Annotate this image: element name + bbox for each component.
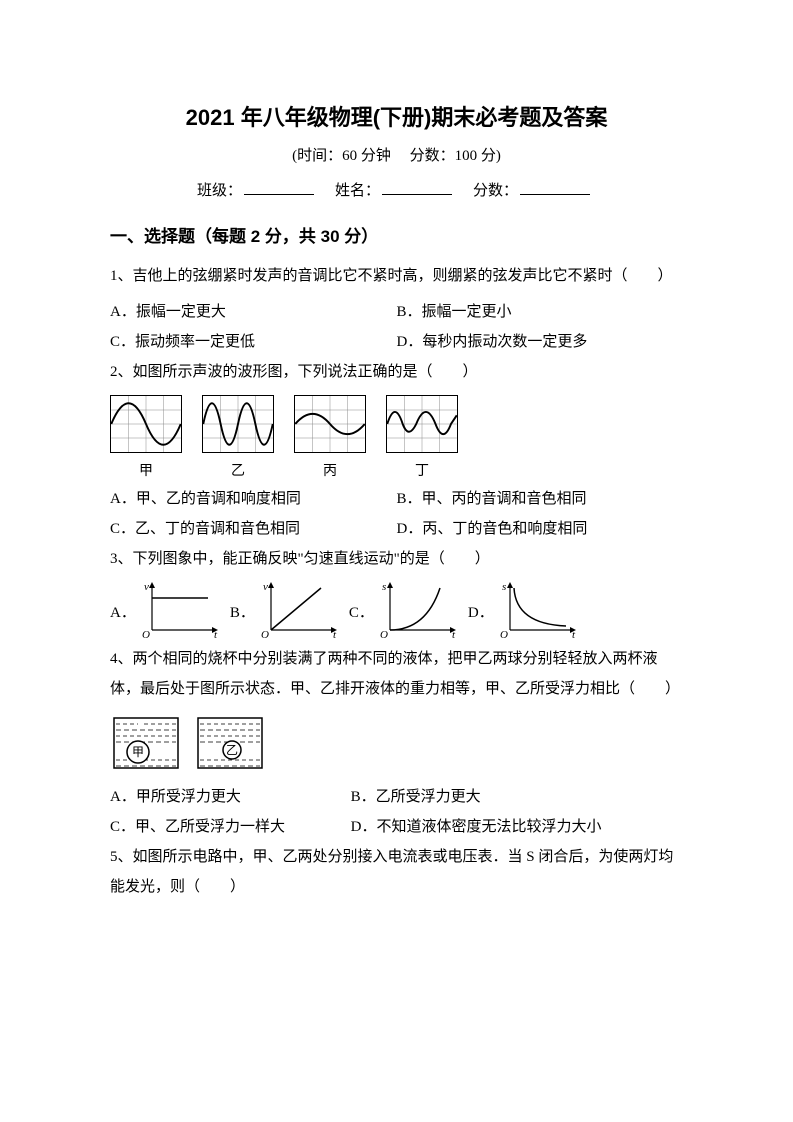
- q3-opt-a: A．: [110, 601, 136, 640]
- waveform-a-svg: [110, 395, 182, 453]
- q4-opt-c: C．甲、乙所受浮力一样大: [110, 812, 351, 842]
- page-title: 2021 年八年级物理(下册)期末必考题及答案: [110, 100, 683, 132]
- section-1-header: 一、选择题（每题 2 分，共 30 分）: [110, 222, 683, 247]
- waveform-c-svg: [294, 395, 366, 453]
- question-2: 2、如图所示声波的波形图，下列说法正确的是（ ）: [110, 357, 683, 387]
- waveform-a: 甲: [110, 395, 182, 480]
- q4-opt-a: A．甲所受浮力更大: [110, 782, 351, 812]
- q3-opt-c: C．: [349, 601, 374, 640]
- q4-opt-d: D．不知道液体密度无法比较浮力大小: [351, 812, 683, 842]
- waveform-c-label: 丙: [294, 460, 366, 480]
- q2-opt-a: A．甲、乙的音调和响度相同: [110, 484, 397, 514]
- q3-graph-row: A． v O t B． v O t C． s: [110, 580, 683, 640]
- q1-opt-d: D．每秒内振动次数一定更多: [397, 327, 684, 357]
- graph-d-svg: s O t: [498, 580, 580, 640]
- beaker-a-svg: 甲: [110, 714, 182, 772]
- q3-item-b: B． v O t: [230, 580, 341, 640]
- q2-options-row1: A．甲、乙的音调和响度相同 B．甲、丙的音调和音色相同: [110, 484, 683, 514]
- svg-text:v: v: [144, 581, 149, 593]
- score-info: 分数：100 分): [410, 148, 501, 164]
- class-label: 班级：: [197, 183, 242, 199]
- waveform-d: 丁: [386, 395, 458, 480]
- score-label: 分数：: [473, 183, 518, 199]
- waveform-d-svg: [386, 395, 458, 453]
- waveform-d-label: 丁: [386, 460, 458, 480]
- svg-text:O: O: [380, 629, 388, 640]
- graph-a-svg: v O t: [140, 580, 222, 640]
- question-4: 4、两个相同的烧杯中分别装满了两种不同的液体，把甲乙两球分别轻轻放入两杯液体，最…: [110, 644, 683, 704]
- q2-opt-d: D．丙、丁的音色和响度相同: [397, 514, 684, 544]
- q1-opt-c: C．振动频率一定更低: [110, 327, 397, 357]
- q3-item-c: C． s O t: [349, 580, 460, 640]
- svg-text:O: O: [261, 629, 269, 640]
- beaker-b-svg: 乙: [194, 714, 266, 772]
- waveform-b-svg: [202, 395, 274, 453]
- q4-options-row1: A．甲所受浮力更大 B．乙所受浮力更大: [110, 782, 683, 812]
- q3-opt-b: B．: [230, 601, 255, 640]
- q1-options-row2: C．振动频率一定更低 D．每秒内振动次数一定更多: [110, 327, 683, 357]
- student-info-row: 班级： 姓名： 分数：: [110, 179, 683, 200]
- name-label: 姓名：: [335, 183, 380, 199]
- svg-text:t: t: [214, 629, 218, 640]
- q2-options-row2: C．乙、丁的音调和音色相同 D．丙、丁的音色和响度相同: [110, 514, 683, 544]
- name-blank[interactable]: [382, 194, 452, 195]
- waveform-row: 甲 乙 丙: [110, 395, 683, 480]
- subtitle: (时间：60 分钟 分数：100 分): [110, 144, 683, 165]
- svg-text:O: O: [142, 629, 150, 640]
- q3-item-d: D． s O t: [468, 580, 580, 640]
- q3-item-a: A． v O t: [110, 580, 222, 640]
- waveform-a-label: 甲: [110, 460, 182, 480]
- svg-text:O: O: [500, 629, 508, 640]
- q4-opt-b: B．乙所受浮力更大: [351, 782, 683, 812]
- graph-b-svg: v O t: [259, 580, 341, 640]
- svg-text:s: s: [382, 581, 386, 593]
- q3-opt-d: D．: [468, 601, 494, 640]
- svg-text:甲: 甲: [132, 745, 144, 759]
- beaker-row: 甲 乙: [110, 714, 683, 772]
- svg-text:t: t: [333, 629, 337, 640]
- svg-text:t: t: [452, 629, 456, 640]
- q1-opt-b: B．振幅一定更小: [397, 297, 684, 327]
- graph-c-svg: s O t: [378, 580, 460, 640]
- time-info: (时间：60 分钟: [292, 148, 391, 164]
- q1-opt-a: A．振幅一定更大: [110, 297, 397, 327]
- q4-options-row2: C．甲、乙所受浮力一样大 D．不知道液体密度无法比较浮力大小: [110, 812, 683, 842]
- class-blank[interactable]: [244, 194, 314, 195]
- svg-text:t: t: [572, 629, 576, 640]
- question-3: 3、下列图象中，能正确反映"匀速直线运动"的是（ ）: [110, 544, 683, 574]
- q2-opt-c: C．乙、丁的音调和音色相同: [110, 514, 397, 544]
- svg-text:v: v: [263, 581, 268, 593]
- svg-text:乙: 乙: [226, 743, 238, 757]
- waveform-c: 丙: [294, 395, 366, 480]
- score-blank[interactable]: [520, 194, 590, 195]
- q1-options-row1: A．振幅一定更大 B．振幅一定更小: [110, 297, 683, 327]
- question-5: 5、如图所示电路中，甲、乙两处分别接入电流表或电压表．当 S 闭合后，为使两灯均…: [110, 842, 683, 902]
- question-1: 1、吉他上的弦绷紧时发声的音调比它不紧时高，则绷紧的弦发声比它不紧时（ ）: [110, 261, 683, 291]
- waveform-b-label: 乙: [202, 460, 274, 480]
- q2-opt-b: B．甲、丙的音调和音色相同: [397, 484, 684, 514]
- waveform-b: 乙: [202, 395, 274, 480]
- svg-text:s: s: [502, 581, 506, 593]
